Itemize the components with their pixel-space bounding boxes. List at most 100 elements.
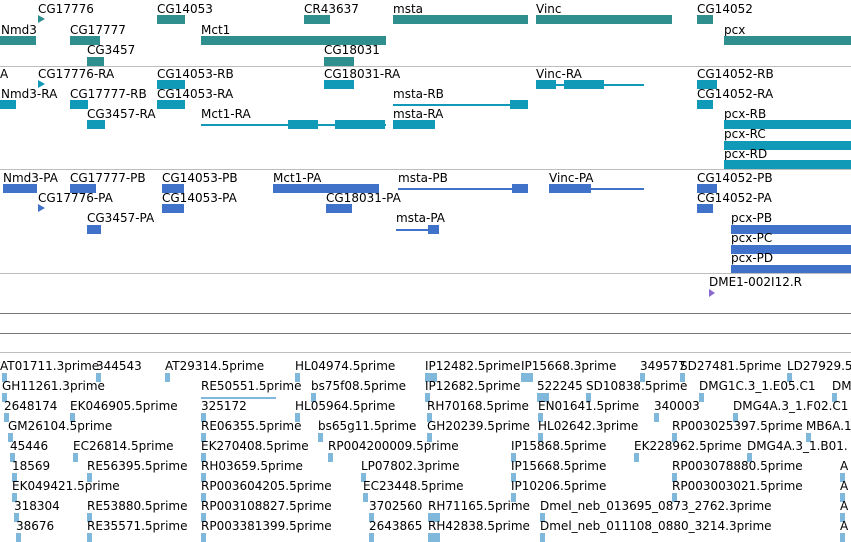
protein-glyph[interactable] — [70, 184, 96, 193]
gene-label[interactable]: pcx — [724, 23, 746, 37]
protein-label[interactable]: pcx-PD — [731, 251, 774, 265]
gene-label[interactable]: CR43637 — [304, 2, 359, 16]
est-glyph[interactable] — [428, 533, 440, 542]
protein-glyph[interactable] — [162, 204, 184, 213]
transcript-glyph[interactable] — [157, 80, 185, 89]
est-glyph[interactable] — [96, 373, 101, 382]
est-label[interactable]: RP003108827.5prime — [201, 499, 332, 513]
protein-glyph[interactable] — [3, 184, 37, 193]
protein-label[interactable]: pcx-PB — [731, 211, 773, 225]
protein-glyph[interactable] — [512, 184, 528, 193]
gene-label[interactable]: msta — [393, 2, 423, 16]
est-label[interactable]: RH42838.5prime — [428, 519, 530, 533]
est-label[interactable]: 2648174 — [4, 399, 58, 413]
est-glyph[interactable] — [361, 473, 366, 482]
est-glyph[interactable] — [201, 453, 206, 462]
est-label[interactable]: IP15668.5prime — [511, 459, 607, 473]
gene-label[interactable]: Mct1 — [201, 23, 231, 37]
est-glyph[interactable] — [787, 373, 792, 382]
est-glyph[interactable] — [806, 433, 811, 442]
est-label[interactable]: EK228962.5prime — [634, 439, 742, 453]
protein-glyph[interactable] — [428, 225, 439, 234]
est-label[interactable]: IP15668.3prime — [521, 359, 617, 373]
est-label[interactable]: DMG1C.3_1.E05.C1 — [699, 379, 816, 393]
est-label[interactable]: RH70168.5prime — [427, 399, 529, 413]
gene-glyph[interactable] — [38, 15, 45, 23]
est-glyph[interactable] — [12, 473, 17, 482]
est-label[interactable]: LD27929.5 — [787, 359, 851, 373]
est-label[interactable]: MB6A.1 — [806, 419, 851, 433]
transcript-glyph[interactable] — [288, 120, 318, 129]
protein-glyph[interactable] — [697, 204, 713, 213]
est-label[interactable]: DMG4A.3_1.B01. — [747, 439, 848, 453]
transcript-label[interactable]: CG14052-RA — [697, 87, 774, 101]
protein-glyph[interactable] — [549, 184, 591, 193]
est-glyph[interactable] — [425, 373, 437, 382]
est-label[interactable]: RP003381399.5prime — [201, 519, 332, 533]
est-label[interactable]: RP003604205.5prime — [201, 479, 332, 493]
transcript-label[interactable]: Vinc-RA — [536, 67, 582, 81]
est-label[interactable]: Dmel_neb_011108_0880_3214.3prime — [540, 519, 772, 533]
protein-glyph[interactable] — [38, 204, 45, 212]
est-label[interactable]: AT29314.5prime — [165, 359, 265, 373]
est-glyph[interactable] — [733, 413, 738, 422]
transcript-label[interactable]: pcx-RD — [724, 147, 768, 161]
transcript-label[interactable]: Mct1-RA — [201, 107, 251, 121]
transcript-label[interactable]: pcx-RB — [724, 107, 767, 121]
transcript-label[interactable]: CG17776-RA — [38, 67, 115, 81]
est-glyph[interactable] — [363, 493, 368, 502]
est-glyph[interactable] — [747, 453, 752, 462]
est-glyph[interactable] — [369, 533, 374, 542]
est-label[interactable]: EK270408.5prime — [201, 439, 309, 453]
est-glyph[interactable] — [640, 373, 645, 382]
est-glyph[interactable] — [201, 533, 206, 542]
est-label[interactable]: LP07802.3prime — [361, 459, 460, 473]
est-label[interactable]: 340003 — [654, 399, 700, 413]
transcript-label[interactable]: CG3457-RA — [87, 107, 156, 121]
transcript-glyph[interactable] — [510, 100, 528, 109]
est-label[interactable]: DM — [832, 379, 851, 393]
gene-glyph[interactable] — [87, 57, 104, 66]
est-glyph[interactable] — [654, 413, 659, 422]
transcript-label[interactable]: CG14053-RA — [157, 87, 234, 101]
est-glyph[interactable] — [201, 413, 206, 422]
est-glyph[interactable] — [318, 433, 323, 442]
est-glyph[interactable] — [538, 413, 543, 422]
est-label[interactable]: SD10838.5prime — [586, 379, 688, 393]
transcript-glyph[interactable] — [0, 100, 16, 109]
protein-label[interactable]: Nmd3-PA — [3, 171, 58, 185]
est-label[interactable]: GH20239.5prime — [427, 419, 530, 433]
est-label[interactable]: RH71165.5prime — [428, 499, 530, 513]
gene-label[interactable]: CG3457 — [87, 43, 136, 57]
transcript-label[interactable]: CG18031-RA — [324, 67, 401, 81]
gene-glyph[interactable] — [304, 15, 330, 24]
est-glyph[interactable] — [832, 393, 837, 402]
est-label[interactable]: bs65g11.5prime — [318, 419, 417, 433]
protein-label[interactable]: Vinc-PA — [549, 171, 594, 185]
est-glyph[interactable] — [634, 453, 639, 462]
gene-glyph[interactable] — [324, 57, 354, 66]
est-glyph[interactable] — [201, 397, 276, 399]
est-glyph[interactable] — [14, 513, 19, 522]
est-glyph[interactable] — [540, 533, 545, 542]
est-label[interactable]: A — [840, 479, 849, 493]
transcript-glyph[interactable] — [335, 120, 385, 129]
est-glyph[interactable] — [680, 373, 685, 382]
protein-glyph[interactable] — [731, 225, 851, 234]
est-glyph[interactable] — [537, 393, 549, 402]
gene-label[interactable]: CG14053 — [157, 2, 213, 16]
gene-label[interactable]: CG14052 — [697, 2, 753, 16]
gene-glyph[interactable] — [536, 15, 672, 24]
transcript-label[interactable]: CG14052-RB — [697, 67, 774, 81]
transcript-glyph[interactable] — [724, 160, 851, 169]
protein-label[interactable]: CG3457-PA — [87, 211, 155, 225]
est-glyph[interactable] — [369, 513, 374, 522]
est-glyph[interactable] — [586, 393, 591, 402]
est-glyph[interactable] — [2, 393, 7, 402]
protein-glyph[interactable] — [326, 204, 352, 213]
est-label[interactable]: HL04974.5prime — [295, 359, 396, 373]
est-glyph[interactable] — [511, 453, 516, 462]
est-glyph[interactable] — [12, 493, 17, 502]
transcript-glyph[interactable] — [536, 80, 556, 89]
protein-glyph[interactable] — [731, 245, 851, 254]
